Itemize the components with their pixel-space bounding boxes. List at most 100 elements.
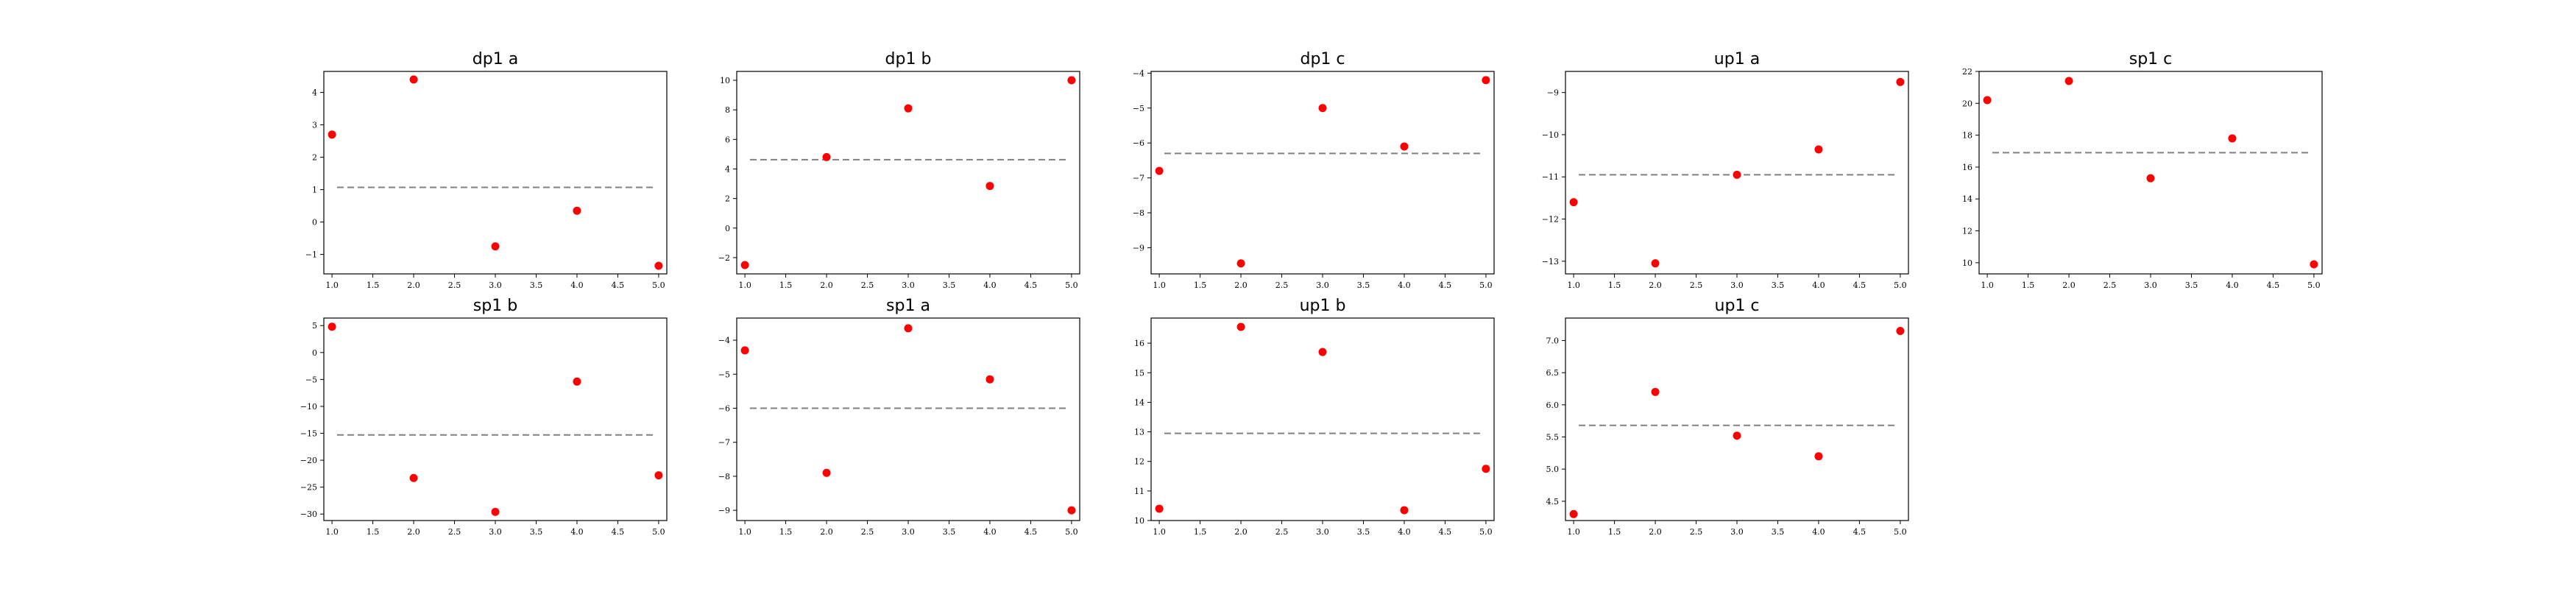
x-tick-label: 2.0 <box>407 527 420 537</box>
data-point <box>1814 145 1823 154</box>
x-tick-label: 1.5 <box>2022 281 2035 290</box>
y-tick-label: 3 <box>312 121 317 130</box>
data-point <box>491 507 500 516</box>
data-point <box>1067 76 1076 85</box>
y-tick-label: 16 <box>1962 163 1972 172</box>
data-point <box>573 206 581 215</box>
data-point <box>654 471 663 480</box>
y-tick-label: 0 <box>312 348 317 358</box>
chart-panel-1: dp1 a 1.0 1.5 2.0 2.5 3.0 3.5 4.0 4.5 5.0 −1 0 1 2 3 4 <box>305 50 668 290</box>
data-point <box>1569 198 1578 207</box>
data-point <box>654 261 663 270</box>
x-tick-label: 4.5 <box>1439 281 1452 290</box>
y-tick-label: −2 <box>718 253 730 263</box>
data-point <box>328 130 336 139</box>
y-tick-label: 6.0 <box>1546 401 1560 410</box>
chart-panel-4: up1 a 1.0 1.5 2.0 2.5 3.0 3.5 4.0 4.5 5.0 −13 −12 −1… <box>1542 50 1909 290</box>
y-tick-label: −4 <box>718 336 730 345</box>
x-tick-label: 1.5 <box>779 281 793 290</box>
x-tick-label: 5.0 <box>1479 281 1493 290</box>
y-tick-label: −11 <box>1542 172 1559 182</box>
x-tick-label: 3.5 <box>1772 527 1785 537</box>
x-tick-label: 2.5 <box>1275 527 1289 537</box>
data-point <box>986 375 994 384</box>
x-tick-label: 2.0 <box>2062 281 2076 290</box>
y-tick-label: 7.0 <box>1546 336 1560 346</box>
x-tick-label: 4.5 <box>1025 281 1038 290</box>
x-tick-label: 1.5 <box>367 281 380 290</box>
x-tick-label: 4.0 <box>570 281 584 290</box>
data-point <box>1896 77 1905 86</box>
chart-title: up1 b <box>1300 297 1346 315</box>
y-tick-label: −9 <box>1547 88 1559 98</box>
x-tick-label: 2.0 <box>820 281 833 290</box>
x-tick-label: 2.5 <box>1275 281 1289 290</box>
x-tick-label: 1.0 <box>1153 527 1166 537</box>
y-tick-label: 10 <box>1134 516 1144 526</box>
x-tick-label: 2.0 <box>1234 527 1248 537</box>
y-tick-label: −5 <box>718 370 730 379</box>
x-tick-label: 2.5 <box>1690 527 1703 537</box>
x-tick-label: 3.5 <box>943 527 956 537</box>
y-tick-label: −10 <box>300 402 317 412</box>
data-point <box>740 261 749 269</box>
x-tick-label: 1.5 <box>1608 281 1621 290</box>
plot-frame <box>736 71 1080 275</box>
y-tick-label: 4 <box>725 164 730 174</box>
x-tick-label: 4.5 <box>1025 527 1038 537</box>
x-tick-label: 2.5 <box>2103 281 2117 290</box>
x-tick-label: 5.0 <box>2307 281 2321 290</box>
plot-frame <box>323 317 668 521</box>
data-point <box>409 473 418 482</box>
y-tick-label: −9 <box>718 506 730 515</box>
y-tick-label: 15 <box>1134 368 1144 378</box>
x-tick-label: 1.0 <box>1153 281 1166 290</box>
data-point <box>328 322 336 331</box>
y-tick-label: 4 <box>312 88 317 98</box>
x-tick-label: 4.0 <box>983 527 997 537</box>
x-tick-label: 5.0 <box>1894 281 1907 290</box>
x-tick-label: 3.5 <box>530 527 543 537</box>
x-tick-label: 3.5 <box>1357 281 1370 290</box>
data-point <box>1814 452 1823 461</box>
chart-title: dp1 a <box>473 50 518 68</box>
y-tick-label: 8 <box>725 105 730 115</box>
y-tick-label: 0 <box>725 224 730 233</box>
plot-frame <box>1150 71 1495 275</box>
chart-title: sp1 c <box>2129 50 2173 68</box>
y-tick-label: −15 <box>300 429 317 439</box>
y-tick-label: −7 <box>1133 174 1144 183</box>
data-point <box>822 468 831 477</box>
data-point <box>904 324 913 333</box>
x-tick-label: 3.0 <box>489 281 502 290</box>
x-tick-label: 2.0 <box>1649 281 1662 290</box>
chart-panel-7: sp1 a 1.0 1.5 2.0 2.5 3.0 3.5 4.0 4.5 5.0 −9 −8 −7 −6… <box>718 297 1080 537</box>
x-tick-label: 1.5 <box>1194 281 1207 290</box>
y-tick-label: −20 <box>300 456 317 465</box>
x-tick-label: 3.5 <box>530 281 543 290</box>
y-tick-label: 18 <box>1962 131 1972 141</box>
x-tick-label: 1.5 <box>367 527 380 537</box>
chart-title: dp1 c <box>1300 50 1345 68</box>
y-tick-label: 5 <box>312 321 317 331</box>
x-tick-label: 4.0 <box>2226 281 2239 290</box>
data-point <box>1400 142 1409 151</box>
x-tick-label: 3.0 <box>1316 281 1329 290</box>
y-tick-label: 16 <box>1134 339 1144 348</box>
y-tick-label: 5.5 <box>1546 433 1560 442</box>
x-tick-label: 4.0 <box>983 281 997 290</box>
y-tick-label: 14 <box>1962 194 1972 204</box>
x-tick-label: 3.0 <box>902 527 915 537</box>
chart-title: up1 a <box>1714 50 1760 68</box>
y-tick-label: −5 <box>1133 104 1144 113</box>
data-point <box>1733 170 1741 179</box>
y-tick-label: −7 <box>718 438 730 448</box>
data-point <box>1400 506 1409 515</box>
plot-frame <box>736 317 1080 521</box>
y-tick-label: 12 <box>1962 227 1972 236</box>
x-tick-label: 3.0 <box>1730 281 1744 290</box>
y-tick-label: −13 <box>1542 257 1559 267</box>
y-tick-label: 10 <box>1962 258 1972 268</box>
x-tick-label: 1.0 <box>738 527 751 537</box>
